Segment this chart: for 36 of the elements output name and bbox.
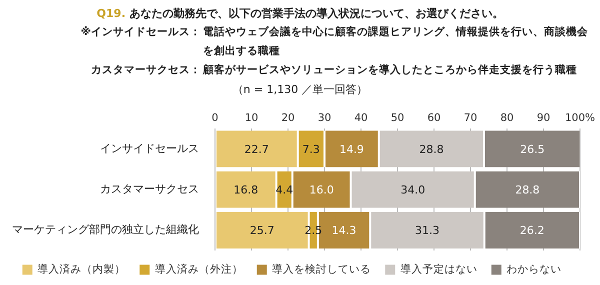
legend-label: 導入済み（外注） xyxy=(154,262,243,276)
data-label: 34.0 xyxy=(400,183,426,196)
x-tick-label: 90 xyxy=(536,112,550,124)
data-label: 31.3 xyxy=(414,224,440,238)
data-label: 14.9 xyxy=(339,142,364,156)
y-tick-label: マーケティング部門の独立した組織化 xyxy=(12,223,199,236)
chart-title: Q19. あなたの勤務先で、以下の営業手法の導入状況について、お選びください。 xyxy=(96,7,504,20)
data-label: 22.7 xyxy=(244,142,269,156)
legend-label: 導入を検討している xyxy=(272,262,372,276)
y-tick-label: カスタマーサクセス xyxy=(100,182,199,196)
text: ※インサイドセールス：電話やウェブ会議を中心に顧客の課題ヒアリング、情報提供を行い、商談機会を創出する職種 xyxy=(80,24,589,59)
legend-label: 導入予定はない xyxy=(400,262,478,276)
data-label: 26.2 xyxy=(520,224,544,238)
x-tick-label: 50 xyxy=(390,112,404,124)
chart-subtitle: （n = 1,130 ／単一回答） xyxy=(231,82,369,98)
legend-label: 導入済み（内製） xyxy=(38,262,126,276)
x-tick-label: 20 xyxy=(281,112,295,124)
x-tick-label: 0 xyxy=(212,112,218,124)
x-tick-label: 30 xyxy=(318,112,332,124)
data-label: 28.8 xyxy=(515,183,540,196)
data-label: 16.0 xyxy=(309,183,334,196)
data-label: 14.3 xyxy=(332,224,356,238)
data-label: 26.5 xyxy=(520,142,545,156)
x-tick-label: 100% xyxy=(564,112,596,124)
y-tick-label: インサイドセールス xyxy=(100,142,199,155)
x-tick-label: 70 xyxy=(464,112,478,124)
data-label: 25.7 xyxy=(250,224,274,238)
text: カスタマーサクセス：顧客がサービスやソリューションを導入したところから伴走支援を行う職種 xyxy=(90,62,577,78)
x-tick-label: 10 xyxy=(244,112,258,124)
x-tick-label: 40 xyxy=(354,112,368,124)
data-label: 28.8 xyxy=(419,142,444,156)
data-label: 16.8 xyxy=(234,183,258,196)
legend-label: わからない xyxy=(506,263,562,276)
x-tick-label: 60 xyxy=(427,112,441,124)
x-tick-label: 80 xyxy=(500,112,514,124)
data-label: 7.3 xyxy=(302,142,320,156)
